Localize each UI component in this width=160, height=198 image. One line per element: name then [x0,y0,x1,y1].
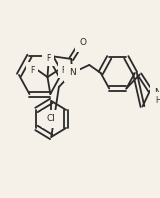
Text: H: H [155,96,160,105]
Text: O: O [79,38,86,48]
Text: N: N [69,69,76,77]
Text: F: F [30,66,35,75]
Text: F: F [46,53,51,63]
Text: Cl: Cl [47,114,56,123]
Text: F: F [61,66,66,75]
Text: N: N [154,88,160,97]
